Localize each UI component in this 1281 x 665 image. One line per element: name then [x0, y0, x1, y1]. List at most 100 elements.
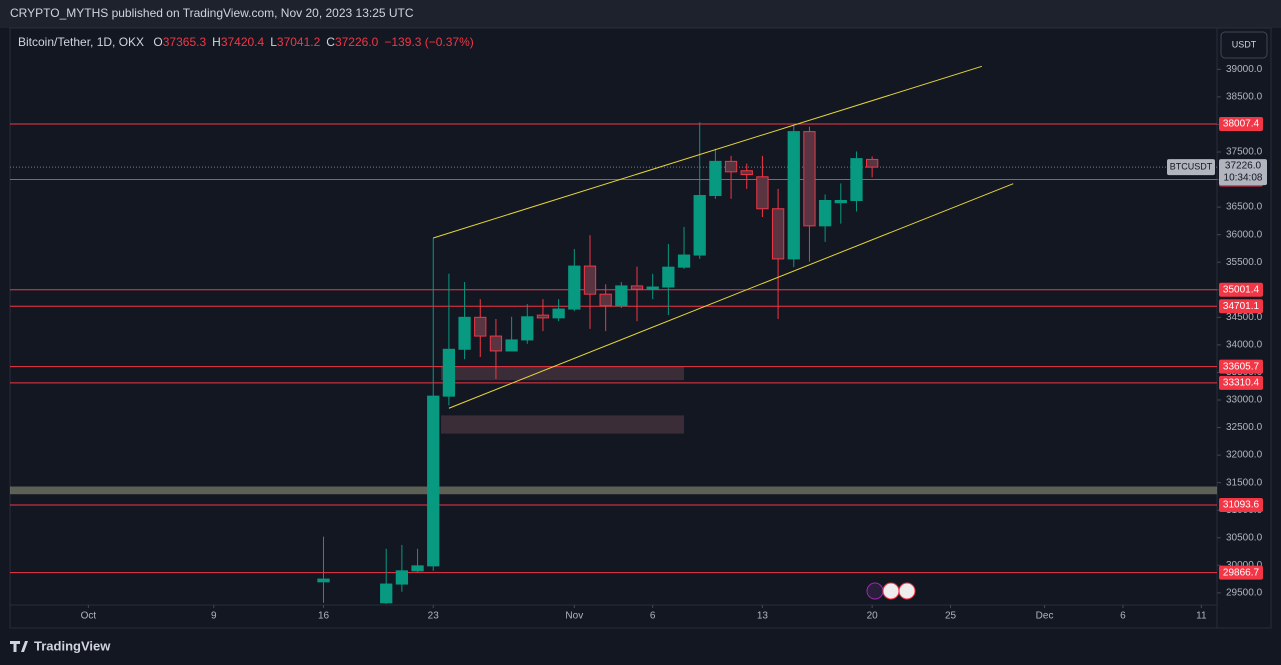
x-tick-label: 20: [867, 611, 879, 622]
y-tick-label: 35500.0: [1226, 257, 1263, 268]
x-tick-label: Dec: [1036, 611, 1054, 622]
level-label: 31093.6: [1223, 500, 1260, 511]
candle-body: [724, 160, 738, 173]
last-price-bg: [1219, 159, 1267, 186]
logo-text: TradingView: [34, 638, 111, 653]
y-tick-label: 37500.0: [1226, 147, 1263, 158]
candle-body: [521, 316, 534, 341]
candle-body: [850, 158, 863, 201]
logo-icon: [10, 641, 28, 652]
x-tick-label: 9: [211, 611, 217, 622]
x-tick-label: 13: [757, 611, 769, 622]
x-tick-label: 6: [1120, 611, 1126, 622]
candle-body: [677, 254, 691, 268]
candle-body: [317, 578, 330, 583]
y-tick-label: 33000.0: [1226, 395, 1263, 406]
candle-body: [771, 208, 785, 260]
level-label-bg: [1219, 299, 1263, 314]
candle-body: [834, 199, 847, 204]
candle-body: [568, 265, 581, 310]
legend-key: O: [153, 35, 163, 49]
candle-body: [552, 308, 565, 319]
trendline: [448, 183, 1014, 409]
y-tick-label: 38500.0: [1226, 92, 1263, 103]
y-tick-label: 31500.0: [1226, 477, 1263, 488]
last-price-label: 37226.0: [1225, 161, 1262, 172]
level-label-bg: [1219, 375, 1263, 390]
candle-body: [740, 170, 753, 176]
candle-body: [818, 199, 832, 227]
level-label-bg: [1219, 117, 1263, 132]
y-tick-label: 29500.0: [1226, 588, 1263, 599]
candle-body: [599, 293, 612, 307]
legend-value: 37365.3: [162, 35, 207, 49]
candle-body: [489, 335, 503, 352]
candle-body: [615, 285, 628, 307]
symbol-tag-bg: [1167, 159, 1215, 176]
zone: [441, 366, 685, 381]
level-label: 29866.7: [1223, 567, 1260, 578]
currency[interactable]: USDT: [1232, 39, 1257, 49]
trendline: [433, 65, 983, 239]
y-tick-label: 34000.0: [1226, 340, 1263, 351]
legend: Bitcoin/Tether, 1D, OKX O37365.3 H37420.4…: [18, 35, 474, 49]
level-label-bg: [1219, 498, 1263, 513]
y-tick-label: 32500.0: [1226, 422, 1263, 433]
x-tick-label: 11: [1196, 611, 1207, 622]
y-tick-label: 30000.0: [1226, 560, 1263, 571]
level-label: 35001.4: [1223, 284, 1260, 295]
candle-body: [427, 395, 440, 567]
symbol-tag: BTCUSDT: [1170, 161, 1213, 171]
y-tick-label: 36000.0: [1226, 229, 1263, 240]
countdown: 10:34:08: [1224, 173, 1263, 184]
candle-body: [583, 265, 597, 295]
x-tick-label: 25: [945, 611, 957, 622]
candle-body: [865, 158, 879, 168]
candle-body: [630, 285, 644, 290]
candle-body: [458, 316, 471, 350]
legend-key: H: [212, 35, 221, 49]
y-tick-label: 30500.0: [1226, 532, 1263, 543]
candle-body: [646, 286, 659, 290]
currency-button[interactable]: [1220, 31, 1268, 59]
symbol-title: Bitcoin/Tether, 1D, OKX: [18, 35, 145, 49]
level-label: 33310.4: [1223, 378, 1260, 389]
y-tick-label: 32000.0: [1226, 450, 1263, 461]
legend-key: −139.3 (−0.37%): [384, 35, 474, 49]
x-tick-label: Nov: [565, 611, 583, 622]
y-tick-label: 34500.0: [1226, 312, 1263, 323]
event-icons: [866, 582, 916, 600]
candle-body: [787, 131, 800, 260]
y-tick-label: 39000.0: [1226, 64, 1263, 75]
legend-value: 37041.2: [276, 35, 321, 49]
top-bar: [0, 0, 1281, 28]
candle-body: [803, 131, 816, 227]
x-tick-label: Oct: [81, 611, 97, 622]
y-tick-label: 36500.0: [1226, 202, 1263, 213]
candle-body: [693, 195, 706, 256]
level-label-bg: [1219, 359, 1263, 374]
candle-body: [505, 339, 518, 352]
level-label: 34701.1: [1223, 301, 1260, 312]
level-label: 38007.4: [1223, 119, 1260, 130]
candle-body: [442, 348, 456, 397]
zone: [441, 415, 685, 434]
candle-body: [474, 316, 487, 337]
candle-body: [662, 266, 675, 288]
candle-body: [709, 160, 722, 197]
band: [10, 486, 1217, 495]
x-tick-label: 23: [428, 611, 440, 622]
legend-key: L: [270, 35, 277, 49]
legend-value: 37420.4: [220, 35, 265, 49]
chart-frame: [9, 27, 1272, 629]
legend-key: C: [326, 35, 335, 49]
x-tick-label: 16: [318, 611, 330, 622]
publisher: CRYPTO_MYTHS published on TradingView.co…: [10, 6, 414, 20]
candle-body: [536, 314, 550, 319]
candle-body: [411, 565, 424, 572]
level-label-bg: [1219, 565, 1263, 580]
level-label-bg: [1219, 282, 1263, 297]
candle-body: [395, 570, 409, 585]
